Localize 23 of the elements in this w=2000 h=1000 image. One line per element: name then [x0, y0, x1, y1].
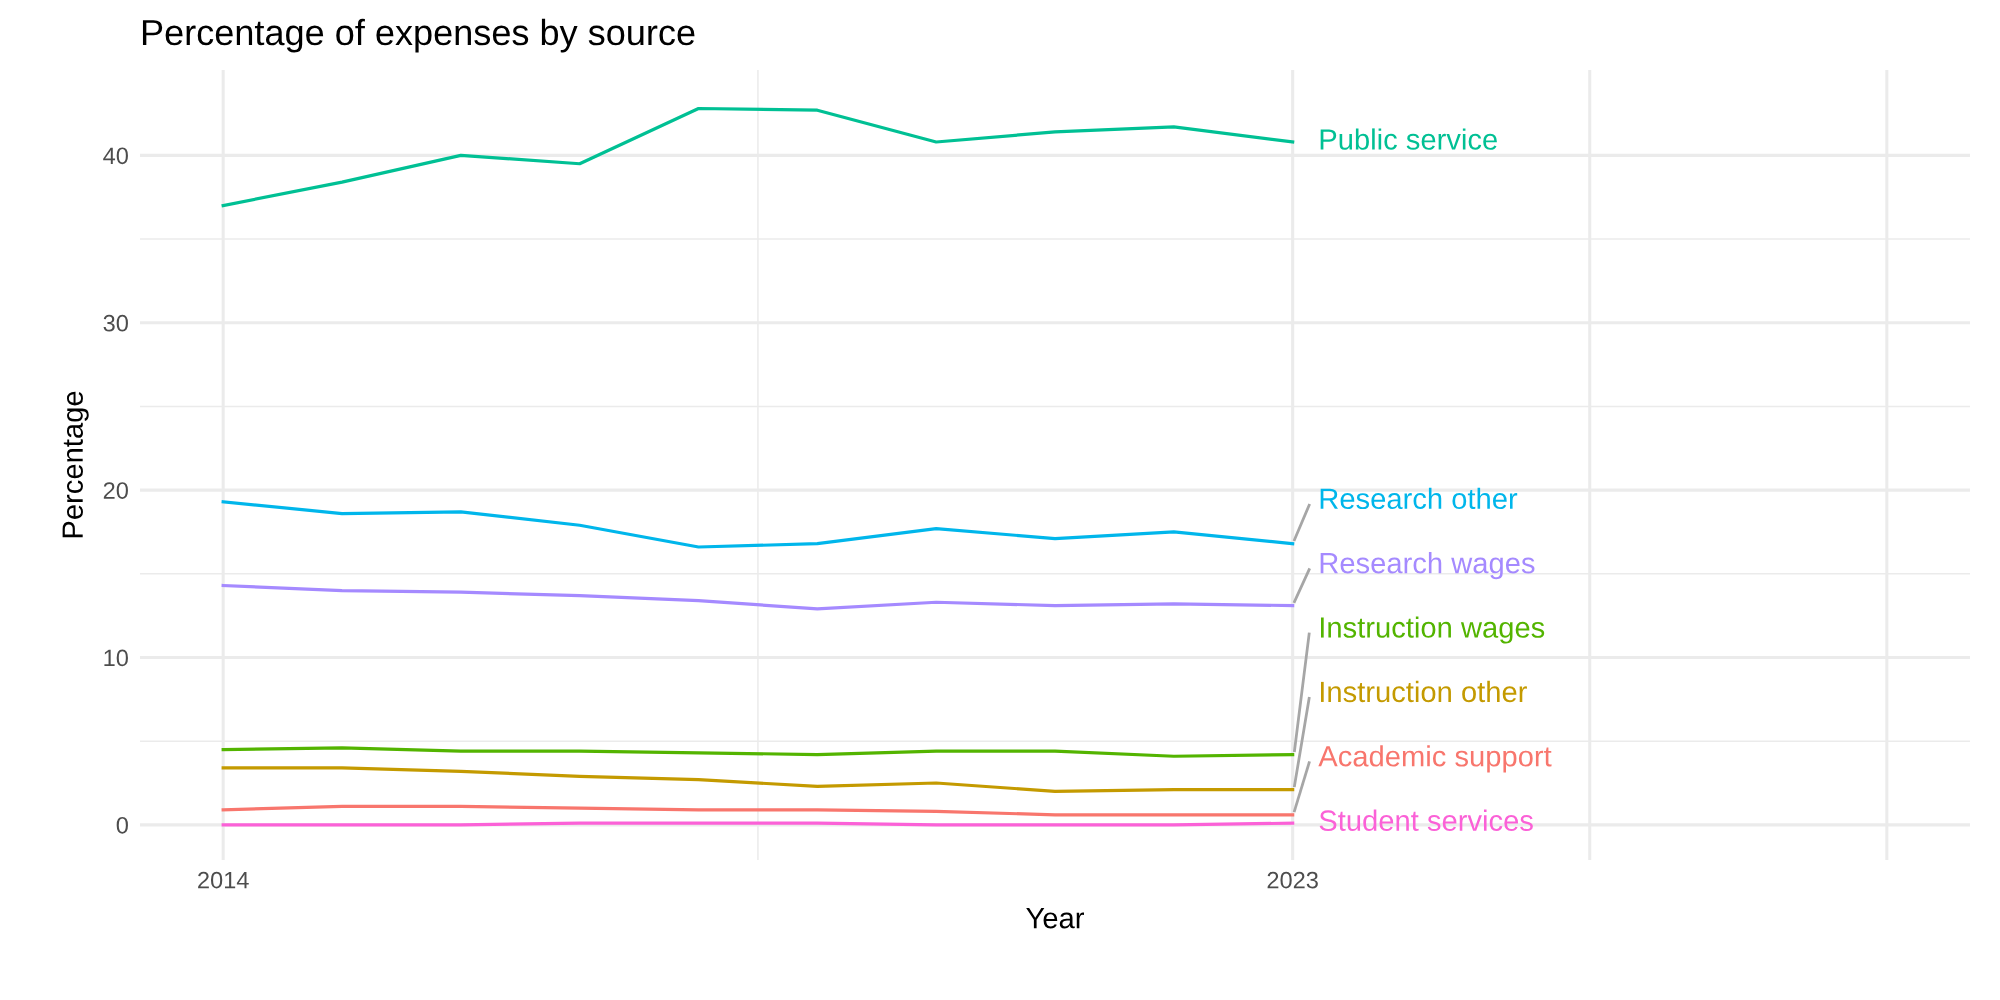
line-series	[221, 804, 1295, 817]
y-axis-title: Percentage	[62, 391, 89, 538]
line-series	[221, 766, 1295, 793]
y-tick-label: 40	[103, 147, 128, 165]
y-tick-label: 10	[104, 649, 128, 667]
series-label: Public service	[1320, 128, 1497, 150]
series-label: Research other	[1320, 487, 1518, 510]
x-tick-label: 2023	[1267, 871, 1318, 889]
y-tick-label: 0	[116, 816, 128, 834]
chart-title: Percentage of expenses by source	[142, 18, 695, 53]
series-label: Student services	[1319, 809, 1533, 832]
series-label: Research wages	[1320, 552, 1535, 580]
text: Instruction other	[1320, 680, 1527, 703]
line-series	[221, 500, 1295, 549]
text: Instruction wages	[1320, 616, 1545, 644]
line-series	[221, 106, 1295, 208]
x-tick-label: 2014	[198, 871, 249, 889]
line-series	[221, 746, 1295, 758]
x-axis-title: Year	[1026, 908, 1084, 929]
y-tick-label: 20	[103, 482, 128, 499]
y-tick-label: 30	[103, 314, 128, 332]
line-series	[221, 583, 1295, 611]
series-label: Academic support	[1318, 745, 1552, 773]
